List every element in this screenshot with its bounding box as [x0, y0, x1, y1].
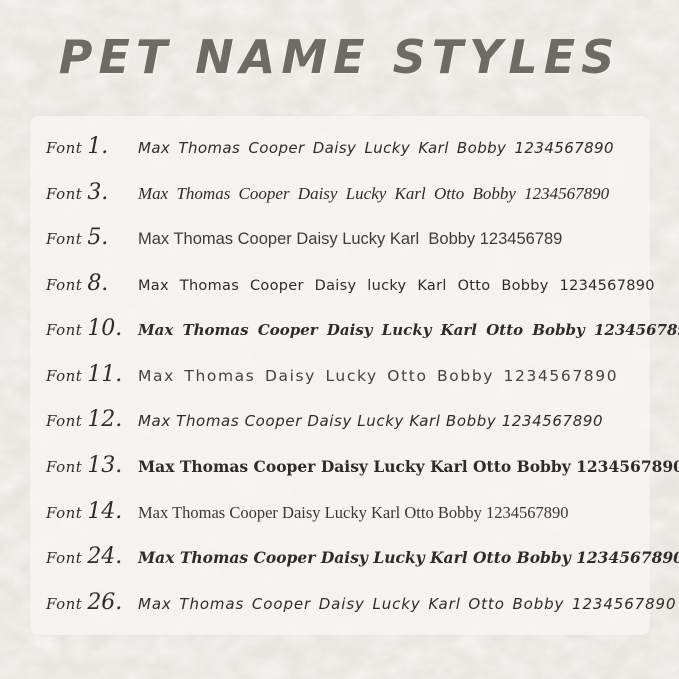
font-label-number: 10.: [87, 316, 123, 342]
font-sample-text: Max Thomas Cooper Daisy Lucky Karl Bobby…: [138, 230, 563, 249]
font-label-word: Font: [46, 412, 83, 431]
font-sample-text: Max Thomas Daisy Lucky Otto Bobby 123456…: [138, 366, 619, 385]
font-label-number: 1.: [87, 134, 109, 160]
font-label-word: Font: [46, 275, 83, 294]
font-label-word: Font: [46, 549, 83, 568]
font-label-number: 11.: [87, 361, 123, 387]
font-sample-row-11: Font 11. Max Thomas Daisy Lucky Otto Bobb…: [30, 362, 650, 387]
font-sample-row-10: Font 10. Max Thomas Cooper Daisy Lucky Ka…: [30, 316, 679, 341]
font-samples-panel: Font 1. Max Thomas Cooper Daisy Lucky Kar…: [30, 116, 679, 635]
font-label-number: 24.: [87, 544, 123, 570]
font-sample-row-26: Font 26. Max Thomas Cooper Daisy Lucky Ka…: [30, 590, 676, 615]
font-label-number: 26.: [87, 589, 123, 615]
font-sample-row-13: Font 13. Max Thomas Cooper Daisy Lucky Ka…: [30, 453, 679, 478]
font-sample-row-12: Font 12. Max Thomas Cooper Daisy Lucky Ka…: [30, 407, 650, 432]
font-label-word: Font: [46, 503, 83, 522]
font-sample-text: Max Thomas Cooper Daisy Lucky Karl Bobby…: [138, 412, 604, 431]
font-label-word: Font: [46, 230, 83, 249]
font-label-number: 5.: [87, 225, 109, 251]
page-title: PET NAME STYLES: [58, 30, 621, 84]
font-label: Font 12.: [46, 407, 138, 432]
font-sample-text: Max Thomas Cooper Daisy Lucky Karl Otto …: [138, 183, 610, 203]
font-sample-row-1: Font 1. Max Thomas Cooper Daisy Lucky Kar…: [30, 134, 650, 159]
font-sample-row-14: Font 14. Max Thomas Cooper Daisy Lucky Ka…: [30, 499, 650, 524]
font-sample-row-3: Font 3. Max Thomas Cooper Daisy Lucky Kar…: [30, 180, 650, 205]
font-sample-text: Max Thomas Cooper Daisy Lucky Karl Bobby…: [138, 139, 614, 158]
font-label-word: Font: [46, 139, 83, 158]
font-label-word: Font: [46, 594, 83, 613]
font-sample-row-5: Font 5. Max Thomas Cooper Daisy Lucky Kar…: [30, 225, 650, 250]
font-sample-text: Max Thomas Cooper Daisy Lucky Karl Otto …: [138, 548, 679, 568]
font-label: Font 1.: [46, 134, 138, 159]
font-label: Font 3.: [46, 180, 138, 205]
font-label-number: 14.: [87, 498, 123, 524]
font-sample-text: Max Thomas Cooper Daisy Lucky Karl Otto …: [138, 594, 677, 613]
font-label-number: 8.: [87, 270, 109, 296]
font-sample-text: Max Thomas Cooper Daisy Lucky Karl Otto …: [138, 502, 569, 522]
font-label: Font 8.: [46, 271, 138, 296]
font-label: Font 10.: [46, 316, 138, 341]
font-label-number: 3.: [87, 179, 109, 205]
font-label: Font 24.: [46, 544, 138, 569]
font-sample-text: Max Thomas Cooper Daisy lucky Karl Otto …: [138, 277, 655, 294]
font-label-word: Font: [46, 184, 83, 203]
font-label: Font 14.: [46, 499, 138, 524]
font-label-word: Font: [46, 366, 83, 385]
font-label-number: 13.: [87, 452, 123, 478]
font-label: Font 5.: [46, 225, 138, 250]
font-label: Font 13.: [46, 453, 138, 478]
font-label-number: 12.: [87, 407, 123, 433]
font-label-word: Font: [46, 321, 83, 340]
font-label-word: Font: [46, 457, 83, 476]
font-sample-row-8: Font 8. Max Thomas Cooper Daisy lucky Kar…: [30, 271, 655, 296]
font-sample-text: Max Thomas Cooper Daisy Lucky Karl Otto …: [138, 321, 679, 340]
font-label: Font 11.: [46, 362, 138, 387]
font-sample-row-24: Font 24. Max Thomas Cooper Daisy Lucky Ka…: [30, 544, 679, 569]
font-sample-text: Max Thomas Cooper Daisy Lucky Karl Otto …: [138, 456, 679, 476]
font-label: Font 26.: [46, 590, 138, 615]
